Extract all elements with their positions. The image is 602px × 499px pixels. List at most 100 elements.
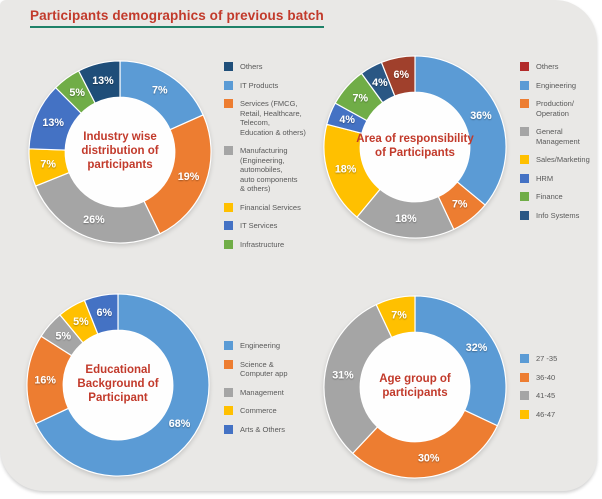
slice-percent-label: 30% xyxy=(418,453,440,465)
legend-swatch xyxy=(520,80,529,90)
legend-item: Commerce xyxy=(224,406,339,416)
legend-item: Engineering xyxy=(224,341,339,351)
legend-label: IT Services xyxy=(240,221,278,230)
legend-label: Arts & Others xyxy=(240,424,286,434)
slice-percent-label: 31% xyxy=(332,369,354,381)
education-legend: Engineering Science & Computer app Manageme… xyxy=(224,341,339,443)
legend-item: 41-45 xyxy=(520,391,602,401)
slice-percent-label: 18% xyxy=(335,163,357,175)
legend-swatch xyxy=(224,424,233,434)
legend-item: Infrastructure xyxy=(224,239,339,250)
legend-label: Engineering xyxy=(240,341,281,350)
legend-label: Financial Services xyxy=(240,202,301,212)
legend-item: 27 -35 xyxy=(520,354,602,364)
donut-hole xyxy=(359,91,471,203)
legend-swatch xyxy=(520,210,529,220)
legend-item: Finance xyxy=(520,192,602,202)
slice-percent-label: 4% xyxy=(339,114,355,126)
legend-item: Arts & Others xyxy=(224,424,339,435)
legend-swatch xyxy=(224,406,233,415)
industry-legend: Others IT Products Services (FMCG, Retail, … xyxy=(224,62,339,258)
legend-swatch xyxy=(520,127,529,136)
legend-swatch xyxy=(520,354,529,363)
legend-label: Services (FMCG, Retail, Healthcare, Teleco… xyxy=(240,99,306,137)
legend-label: Manufacturing (Engineering, automobiles, au… xyxy=(240,146,298,193)
legend-swatch xyxy=(520,409,529,419)
legend-item: Science & Computer app xyxy=(224,359,339,379)
donut-slice xyxy=(78,60,121,104)
donut-slice xyxy=(414,55,507,206)
legend-swatch xyxy=(520,391,529,400)
legend-label: Finance xyxy=(536,192,563,201)
legend-item: Sales/Marketing xyxy=(520,155,602,165)
slice-percent-label: 6% xyxy=(97,307,113,319)
legend-swatch xyxy=(520,155,529,164)
legend-swatch xyxy=(224,359,233,369)
legend-item: Engineering xyxy=(520,80,602,91)
age-donut-svg: 32% 30% 31% 7% xyxy=(323,295,507,479)
legend-item: 36-40 xyxy=(520,372,602,383)
legend-swatch xyxy=(520,173,529,183)
legend-item: HRM xyxy=(520,173,602,184)
legend-label: HRM xyxy=(536,173,554,183)
legend-swatch xyxy=(224,99,233,108)
legend-label: Others xyxy=(240,62,263,71)
slice-percent-label: 16% xyxy=(34,374,56,386)
donut-hole xyxy=(62,329,174,441)
responsibility-donut-svg: 36%7%18%18%4%7%4%6% xyxy=(323,55,507,239)
legend-label: Sales/Marketing xyxy=(536,155,590,164)
legend-item: Financial Services xyxy=(224,202,339,213)
slice-percent-label: 5% xyxy=(73,316,89,328)
slice-percent-label: 68% xyxy=(169,418,191,430)
donut-slice xyxy=(323,304,393,454)
slice-percent-label: 5% xyxy=(56,331,72,343)
slice-percent-label: 13% xyxy=(92,75,114,87)
legend-label: 36-40 xyxy=(536,372,556,382)
legend-label: 46-47 xyxy=(536,409,556,419)
legend-item: Info Systems xyxy=(520,210,602,221)
donut-hole xyxy=(359,331,471,443)
legend-item: 46-47 xyxy=(520,409,602,420)
legend-label: General Management xyxy=(536,127,580,146)
legend-swatch xyxy=(224,221,233,230)
age-donut: 32% 30% 31% 7% Age group of participants xyxy=(322,294,508,480)
donut-hole xyxy=(64,96,176,208)
legend-item: Manufacturing (Engineering, automobiles, au… xyxy=(224,146,339,194)
legend-label: IT Products xyxy=(240,80,279,90)
legend-swatch xyxy=(520,99,529,108)
legend-label: 27 -35 xyxy=(536,354,558,363)
legend-item: Services (FMCG, Retail, Healthcare, Teleco… xyxy=(224,99,339,137)
slice-percent-label: 7% xyxy=(40,158,56,170)
slice-percent-label: 5% xyxy=(69,87,85,99)
legend-label: Engineering xyxy=(536,80,577,90)
legend-swatch xyxy=(224,239,233,249)
donut-slice xyxy=(35,293,210,477)
slice-percent-label: 7% xyxy=(353,93,369,105)
legend-label: Science & Computer app xyxy=(240,359,288,379)
legend-item: IT Products xyxy=(224,80,339,91)
legend-swatch xyxy=(520,62,529,71)
legend-label: Infrastructure xyxy=(240,239,285,249)
education-donut: 68% 16% 5% 5% 6% Educational Background of P… xyxy=(25,292,211,478)
legend-swatch xyxy=(520,192,529,201)
legend-item: Others xyxy=(224,62,339,72)
slice-percent-label: 18% xyxy=(395,213,417,225)
slice-percent-label: 26% xyxy=(83,214,105,226)
legend-item: Management xyxy=(224,387,339,398)
legend-label: 41-45 xyxy=(536,391,556,400)
demographics-panel: Participants demographics of previous ba… xyxy=(0,0,597,491)
legend-swatch xyxy=(224,80,233,90)
slice-percent-label: 7% xyxy=(452,199,468,211)
slice-percent-label: 13% xyxy=(42,117,64,129)
legend-label: Commerce xyxy=(240,406,277,415)
slice-percent-label: 7% xyxy=(391,310,407,322)
slice-percent-label: 6% xyxy=(394,69,410,81)
donut-slice xyxy=(380,55,416,97)
age-legend: 27 -35 36-40 41-45 46-47 xyxy=(520,354,602,428)
page-title: Participants demographics of previous ba… xyxy=(30,8,324,28)
legend-item: General Management xyxy=(520,127,602,146)
donut-slice xyxy=(83,293,119,335)
responsibility-donut: 36% 7% 18% 18% 4% 7% 4% 6% Area of responsibili… xyxy=(322,54,508,240)
legend-swatch xyxy=(224,146,233,155)
industry-donut-svg: 7% 19% 26% 7% 13% 5% 13% xyxy=(28,60,212,244)
